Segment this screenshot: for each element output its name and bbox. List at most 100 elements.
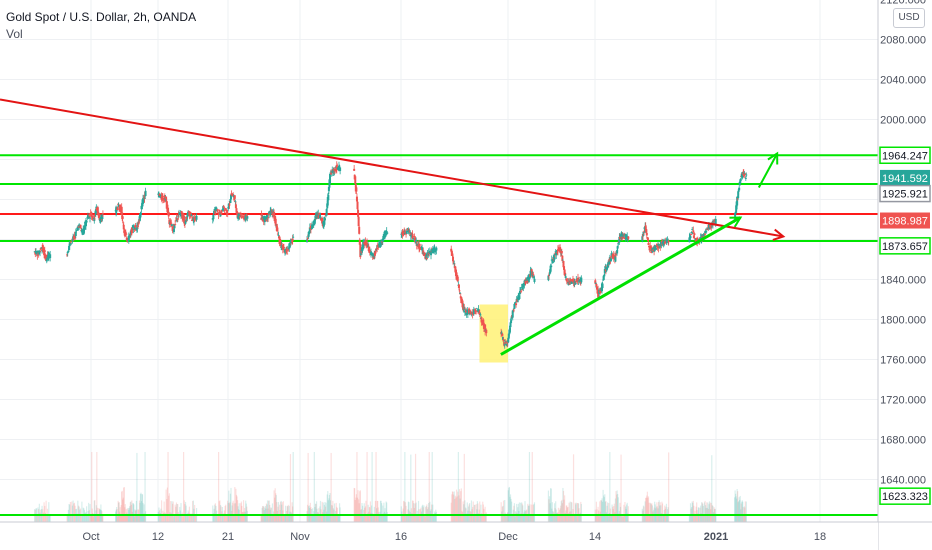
volume-bar [416,515,418,522]
volume-bar [516,513,518,522]
volume-bar [216,516,218,522]
ascending-trendline[interactable] [500,216,742,356]
volume-bar [564,513,566,522]
volume-bar [358,499,360,522]
volume-bar [466,513,468,522]
volume-bar [739,499,741,522]
candle-body [355,187,358,192]
candle-body [371,252,374,255]
volume-bar [532,515,534,522]
candle-body [36,254,39,256]
candle-body [655,244,658,247]
volume-bar [627,513,629,522]
volume-bar [322,512,324,522]
volume-bar [513,503,516,522]
candle-body [660,240,663,243]
volume-bar [311,515,313,522]
candle-body [520,286,523,288]
volume-bar [162,512,165,522]
candle-body [264,218,267,220]
candle-body [712,221,715,223]
volume-bar [194,504,196,522]
candle-body [659,241,662,245]
volume-bar [276,510,278,522]
candle-body [324,215,327,217]
volume-bar [558,515,560,522]
time-axis-bg [0,522,878,550]
candle-body [459,296,462,299]
candle-body [385,231,388,234]
candle-body [233,195,236,199]
candle-body [41,250,44,252]
candle-body [450,248,453,252]
volume-bar [575,502,577,522]
candle-body [412,237,415,239]
volume-bar [366,452,368,522]
symbol-title[interactable]: Gold Spot / U.S. Dollar, 2h, OANDA [6,10,197,24]
volume-bar [118,502,120,522]
candle-body [524,279,527,285]
volume-bar [186,513,189,522]
volume-bar [165,489,167,522]
candle-body [622,234,625,238]
price-tag-label: 1964.247 [882,150,928,162]
volume-bar [469,511,471,522]
volume-bar [374,500,377,522]
volume-bar [284,505,287,522]
volume-bar [162,510,164,522]
volume-bar [356,497,359,522]
volume-bar [604,501,606,522]
volume-bar [620,454,622,522]
volume-bar [181,513,183,522]
trendlines[interactable] [0,98,786,356]
candle-body [573,280,576,285]
price-axis[interactable]: 1640.000 1680.000 1720.000 1760.000 1800.000… [877,0,932,550]
candle-body [547,274,550,276]
time-axis[interactable]: Oct 12 21 Nov 16 Dec 14 2021 18 [0,521,932,550]
volume-bar [217,514,219,522]
candle-body [707,224,710,229]
candle-body [73,235,76,238]
candle-body [500,332,503,335]
volume-bar [164,512,166,522]
currency-badge[interactable]: USD [893,8,925,28]
volume-bar [359,491,361,522]
candle-body [380,243,383,245]
volume-bar [166,499,168,522]
candle-body [401,231,404,235]
descending-trendline[interactable] [0,98,784,238]
candle-body [532,274,535,276]
candle-body [575,278,578,280]
volume-bar [509,496,511,522]
candle-body [354,176,357,184]
candle-body [307,231,310,237]
volume-indicator-label[interactable]: Vol [6,27,23,41]
volume-bar [183,500,185,522]
volume-bar [485,513,487,522]
volume-bar [101,511,103,522]
price-tag-label: 1873.657 [882,241,928,253]
candle-body [67,250,70,253]
candle-body [361,248,364,251]
volume-bar [707,502,709,522]
candle-body [518,290,521,295]
volume-bar [229,502,231,522]
candle-body [129,231,132,235]
candle-body [603,274,606,277]
candle-body [744,173,747,175]
candle-body [100,218,103,220]
horizontal-levels[interactable] [0,154,878,516]
candle-body [43,249,46,256]
candle-body [238,216,241,218]
projection-arrow[interactable] [757,153,779,188]
candle-body [142,198,145,204]
volume-bar [36,514,38,522]
volume-bar [80,516,82,522]
volume-bar [647,496,650,522]
candle-body [364,240,367,245]
volume-bar [737,502,739,522]
candle-body [744,177,747,179]
volume-bar [463,453,465,522]
candle-body [121,216,124,219]
